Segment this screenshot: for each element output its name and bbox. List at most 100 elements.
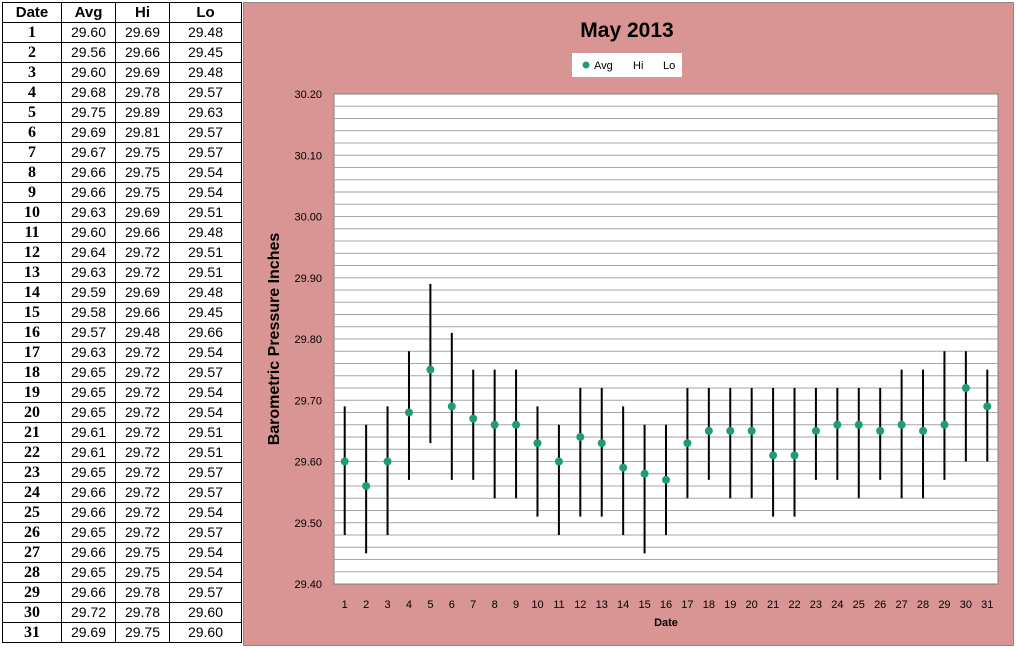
legend: Avg Hi Lo — [572, 53, 682, 77]
cell-hi: 29.69 — [115, 22, 170, 43]
chart-panel: May 2013 Avg Hi Lo 29.40 29.50 29.60 29.70 2… — [243, 2, 1014, 646]
x-tick-label: 22 — [788, 599, 800, 611]
cell-hi: 29.72 — [115, 442, 170, 463]
cell-date: 10 — [2, 202, 62, 223]
table-row: 26 29.65 29.72 29.57 — [2, 522, 242, 543]
cell-date: 8 — [2, 162, 62, 183]
x-tick-label: 31 — [981, 599, 993, 611]
cell-lo: 29.54 — [169, 182, 242, 203]
avg-point — [854, 420, 863, 429]
avg-point — [662, 475, 670, 484]
x-tick-label: 10 — [531, 599, 543, 611]
cell-hi: 29.75 — [115, 182, 170, 203]
avg-point — [704, 426, 713, 435]
cell-date: 9 — [2, 182, 62, 203]
x-tick-label: 3 — [384, 599, 390, 611]
table-row: 2 29.56 29.66 29.45 — [2, 42, 242, 63]
avg-point — [726, 426, 735, 435]
cell-hi: 29.72 — [115, 522, 170, 543]
x-tick-label: 14 — [617, 599, 629, 611]
cell-date: 18 — [2, 362, 62, 383]
cell-lo: 29.60 — [169, 602, 242, 623]
cell-avg: 29.59 — [61, 282, 116, 303]
avg-point — [833, 420, 842, 429]
table-row: 25 29.66 29.72 29.54 — [2, 502, 242, 523]
y-tick-label: 29.80 — [294, 334, 322, 346]
cell-date: 27 — [2, 542, 62, 563]
avg-point — [383, 457, 392, 466]
cell-avg: 29.60 — [61, 222, 116, 243]
cell-date: 2 — [2, 42, 62, 63]
x-tick-label: 6 — [449, 599, 455, 611]
legend-avg-label: Avg — [594, 60, 613, 72]
cell-avg: 29.66 — [61, 542, 116, 563]
cell-avg: 29.61 — [61, 442, 116, 463]
legend-lo-label: Lo — [663, 60, 675, 72]
cell-hi: 29.75 — [115, 142, 170, 163]
x-tick-label: 17 — [681, 599, 693, 611]
avg-point — [919, 426, 928, 435]
cell-date: 1 — [2, 22, 62, 43]
cell-lo: 29.48 — [169, 62, 242, 83]
x-tick-label: 4 — [406, 599, 412, 611]
cell-date: 13 — [2, 262, 62, 283]
table-row: 17 29.63 29.72 29.54 — [2, 342, 242, 363]
cell-avg: 29.66 — [61, 182, 116, 203]
cell-avg: 29.72 — [61, 602, 116, 623]
cell-lo: 29.57 — [169, 142, 242, 163]
cell-avg: 29.66 — [61, 582, 116, 603]
cell-lo: 29.54 — [169, 502, 242, 523]
cell-avg: 29.56 — [61, 42, 116, 63]
avg-points — [340, 365, 992, 490]
cell-lo: 29.60 — [169, 622, 242, 643]
cell-avg: 29.60 — [61, 22, 116, 43]
table-row: 27 29.66 29.75 29.54 — [2, 542, 242, 563]
avg-point — [897, 420, 906, 429]
cell-lo: 29.57 — [169, 122, 242, 143]
cell-hi: 29.81 — [115, 122, 170, 143]
cell-date: 15 — [2, 302, 62, 323]
x-tick-label: 7 — [470, 599, 476, 611]
header-hi: Hi — [115, 2, 170, 23]
y-tick-labels: 29.40 29.50 29.60 29.70 29.80 29.90 30.00 30.10… — [294, 89, 322, 591]
table-body: 1 29.60 29.69 29.48 2 29.56 29.66 29.45 3 29.60 29… — [2, 22, 242, 643]
table-row: 19 29.65 29.72 29.54 — [2, 382, 242, 403]
table-row: 3 29.60 29.69 29.48 — [2, 62, 242, 83]
cell-hi: 29.69 — [115, 202, 170, 223]
x-tick-label: 20 — [746, 599, 758, 611]
cell-hi: 29.72 — [115, 342, 170, 363]
cell-avg: 29.66 — [61, 482, 116, 503]
cell-date: 19 — [2, 382, 62, 403]
cell-lo: 29.54 — [169, 542, 242, 563]
x-tick-label: 1 — [342, 599, 348, 611]
x-tick-label: 11 — [553, 599, 564, 611]
cell-avg: 29.65 — [61, 362, 116, 383]
cell-hi: 29.75 — [115, 562, 170, 583]
cell-avg: 29.64 — [61, 242, 116, 263]
cell-avg: 29.57 — [61, 322, 116, 343]
cell-avg: 29.58 — [61, 302, 116, 323]
avg-point — [554, 457, 563, 466]
cell-hi: 29.72 — [115, 402, 170, 423]
cell-hi: 29.75 — [115, 622, 170, 643]
table-row: 21 29.61 29.72 29.51 — [2, 422, 242, 443]
avg-point — [426, 365, 435, 374]
table-row: 23 29.65 29.72 29.57 — [2, 462, 242, 483]
table-row: 6 29.69 29.81 29.57 — [2, 122, 242, 143]
cell-date: 16 — [2, 322, 62, 343]
avg-point — [961, 384, 970, 392]
cell-date: 21 — [2, 422, 62, 443]
x-tick-label: 9 — [513, 599, 519, 611]
avg-point — [576, 433, 585, 441]
cell-date: 12 — [2, 242, 62, 263]
cell-lo: 29.57 — [169, 462, 242, 483]
avg-point — [747, 426, 756, 435]
chart-title: May 2013 — [580, 19, 673, 42]
cell-hi: 29.75 — [115, 542, 170, 563]
x-tick-label: 23 — [810, 599, 822, 611]
table-row: 9 29.66 29.75 29.54 — [2, 182, 242, 203]
avg-point — [769, 451, 778, 460]
cell-lo: 29.57 — [169, 582, 242, 603]
cell-hi: 29.72 — [115, 262, 170, 283]
cell-hi: 29.72 — [115, 462, 170, 483]
